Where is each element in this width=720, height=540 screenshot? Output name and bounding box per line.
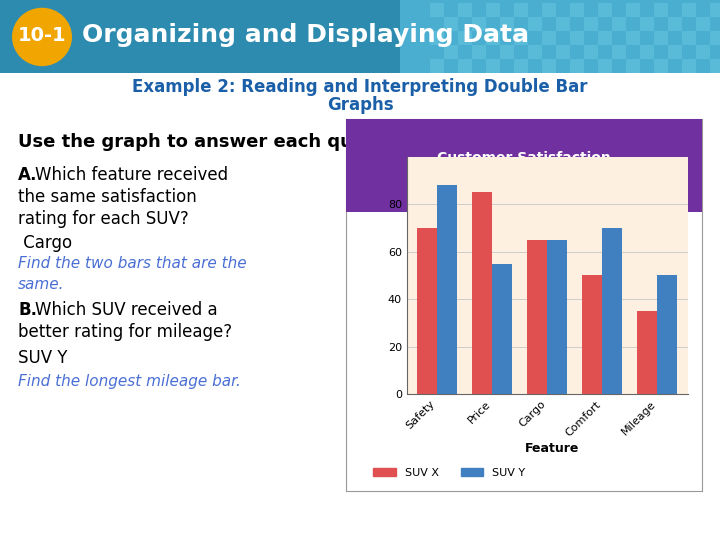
Bar: [584, 17, 598, 31]
Bar: [556, 45, 570, 59]
Text: same.: same.: [18, 277, 65, 292]
Bar: [500, 17, 514, 31]
Bar: [437, 185, 457, 394]
Text: Copyright © by Holt, Rinehart and Winston. All Rights Reserved.: Copyright © by Holt, Rinehart and Winsto…: [202, 525, 518, 535]
Bar: [458, 31, 472, 45]
Bar: [654, 31, 668, 45]
Text: Cargo: Cargo: [18, 234, 72, 252]
Bar: [528, 17, 542, 31]
Bar: [444, 45, 458, 59]
Bar: [514, 31, 528, 45]
Ellipse shape: [12, 8, 72, 66]
Bar: [514, 59, 528, 73]
Text: Example 2: Reading and Interpreting Double Bar: Example 2: Reading and Interpreting Doub…: [132, 78, 588, 96]
Legend: SUV X, SUV Y: SUV X, SUV Y: [369, 463, 529, 482]
Bar: [542, 31, 556, 45]
Bar: [547, 240, 567, 394]
Bar: [640, 45, 654, 59]
Bar: [710, 3, 720, 17]
Bar: [626, 59, 640, 73]
Bar: [682, 3, 696, 17]
Text: Use the graph to answer each question.: Use the graph to answer each question.: [18, 133, 423, 152]
Bar: [696, 17, 710, 31]
Bar: [710, 59, 720, 73]
Bar: [602, 228, 622, 394]
Bar: [486, 31, 500, 45]
Bar: [654, 3, 668, 17]
Text: Graphs: Graphs: [327, 96, 393, 114]
Text: Find the longest mileage bar.: Find the longest mileage bar.: [18, 374, 241, 389]
Bar: [640, 17, 654, 31]
Bar: [682, 31, 696, 45]
Bar: [418, 228, 437, 394]
Text: 10-1: 10-1: [18, 26, 66, 45]
Text: A.: A.: [18, 166, 37, 184]
Bar: [696, 45, 710, 59]
Bar: [710, 31, 720, 45]
Bar: [486, 3, 500, 17]
Bar: [472, 192, 492, 394]
Bar: [582, 275, 602, 394]
Bar: [598, 31, 612, 45]
Text: SUV Y: SUV Y: [18, 349, 68, 367]
Bar: [612, 17, 626, 31]
Bar: [657, 275, 677, 394]
Bar: [430, 3, 444, 17]
Bar: [637, 311, 657, 394]
Bar: [486, 59, 500, 73]
Bar: [626, 31, 640, 45]
Bar: [346, 119, 702, 212]
Bar: [612, 45, 626, 59]
Text: Customer Satisfaction: Customer Satisfaction: [437, 151, 611, 165]
Text: rating for each SUV?: rating for each SUV?: [18, 210, 189, 228]
Bar: [626, 3, 640, 17]
Text: B.: B.: [18, 301, 37, 319]
Bar: [570, 3, 584, 17]
Bar: [598, 59, 612, 73]
Bar: [430, 59, 444, 73]
Bar: [556, 17, 570, 31]
Bar: [584, 45, 598, 59]
Bar: [542, 3, 556, 17]
Text: better rating for mileage?: better rating for mileage?: [18, 323, 232, 341]
Bar: [400, 0, 720, 73]
Bar: [444, 17, 458, 31]
Bar: [570, 31, 584, 45]
Bar: [492, 264, 512, 394]
Bar: [500, 45, 514, 59]
Text: Organizing and Displaying Data: Organizing and Displaying Data: [82, 23, 529, 47]
Bar: [458, 3, 472, 17]
Bar: [514, 3, 528, 17]
Bar: [570, 59, 584, 73]
Text: the same satisfaction: the same satisfaction: [18, 188, 197, 206]
Bar: [472, 45, 486, 59]
Bar: [668, 17, 682, 31]
Bar: [598, 3, 612, 17]
Bar: [528, 45, 542, 59]
Text: Which feature received: Which feature received: [35, 166, 228, 184]
Text: Holt Algebra 1: Holt Algebra 1: [12, 516, 125, 530]
Bar: [668, 45, 682, 59]
Text: Which SUV received a: Which SUV received a: [35, 301, 217, 319]
Text: Feature: Feature: [525, 442, 580, 455]
Bar: [472, 17, 486, 31]
Bar: [682, 59, 696, 73]
Text: with Competing SUVs: with Competing SUVs: [439, 185, 608, 199]
Bar: [542, 59, 556, 73]
Text: Find the two bars that are the: Find the two bars that are the: [18, 256, 247, 271]
Bar: [458, 59, 472, 73]
Bar: [527, 240, 547, 394]
Bar: [430, 31, 444, 45]
Bar: [654, 59, 668, 73]
